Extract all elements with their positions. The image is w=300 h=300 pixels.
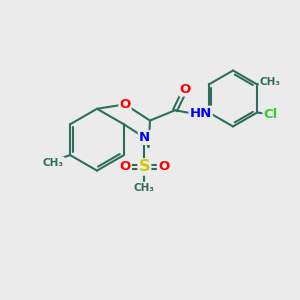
Text: N: N bbox=[139, 131, 150, 144]
Text: S: S bbox=[139, 159, 150, 174]
Text: O: O bbox=[120, 160, 131, 173]
Text: O: O bbox=[158, 160, 169, 173]
Text: O: O bbox=[180, 82, 191, 95]
Text: O: O bbox=[119, 98, 130, 111]
Text: CH₃: CH₃ bbox=[134, 182, 155, 193]
Text: CH₃: CH₃ bbox=[260, 76, 280, 86]
Text: HN: HN bbox=[190, 107, 212, 120]
Text: CH₃: CH₃ bbox=[43, 158, 64, 167]
Text: Cl: Cl bbox=[263, 108, 278, 121]
